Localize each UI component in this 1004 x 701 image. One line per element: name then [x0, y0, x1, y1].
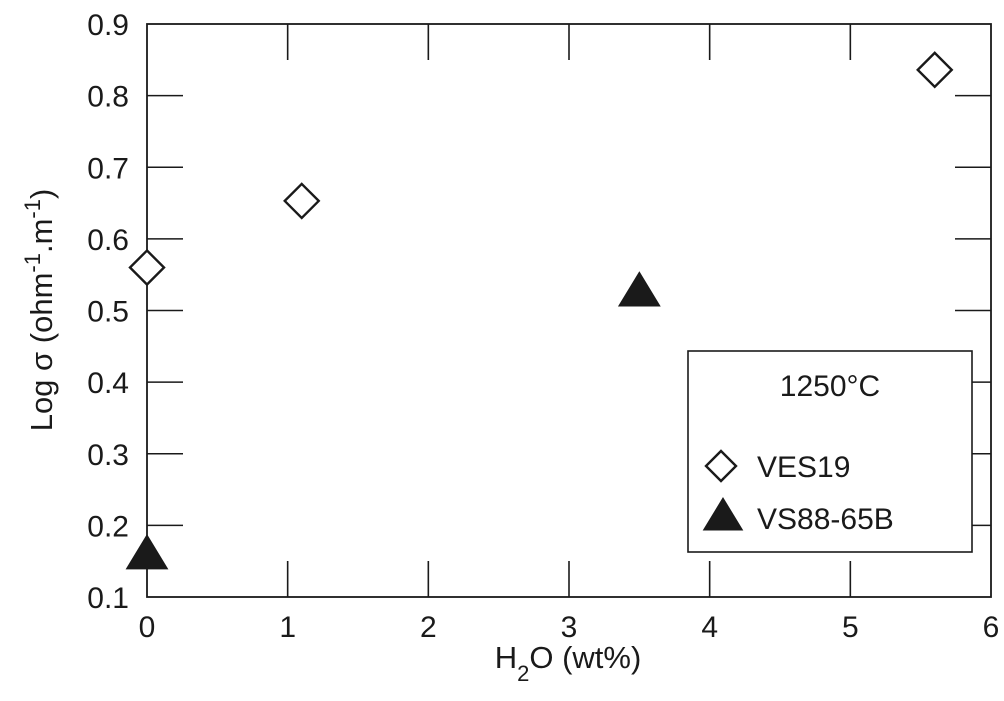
y-tick-label: 0.1: [87, 582, 129, 615]
legend-label: VES19: [757, 451, 850, 484]
data-point-vs88-65b: [617, 271, 661, 307]
y-axis-label-post: ): [24, 189, 59, 199]
x-tick-label: 1: [279, 611, 296, 644]
legend-title: 1250°C: [780, 370, 880, 403]
legend-marker-ves19: [704, 449, 738, 483]
x-axis-label-pre: H: [495, 640, 517, 675]
tick-labels: 0 1 2 3 4 5 6 0.1 0.2 0.3 0.4 0.5 0.6 0.7 0.8 0.9: [87, 9, 999, 644]
y-tick-label: 0.7: [87, 152, 129, 185]
y-tick-label: 0.8: [87, 81, 129, 114]
ticks: [147, 24, 991, 597]
x-axis-label-sub: 2: [517, 661, 529, 686]
data-point-ves19: [128, 248, 166, 287]
x-tick-label: 5: [842, 611, 859, 644]
legend-marker-vs88-65b: [702, 497, 744, 531]
data-point-ves19: [283, 182, 321, 220]
data-point-vs88-65b: [125, 534, 169, 570]
y-tick-label: 0.6: [87, 224, 129, 257]
legend-entries: VES19 VS88-65B: [702, 449, 894, 536]
y-axis-label-sup2: -1: [20, 199, 45, 219]
y-axis-label-pre: Log σ (ohm: [24, 273, 59, 432]
legend: 1250°C VES19 VS88-65B: [687, 350, 973, 553]
x-tick-label: 2: [420, 611, 437, 644]
x-tick-label: 6: [983, 611, 1000, 644]
y-tick-label: 0.3: [87, 439, 129, 472]
y-axis-label-mid: .m: [24, 219, 59, 253]
x-tick-label: 3: [561, 611, 578, 644]
x-axis-label: H2O (wt%): [495, 640, 642, 686]
legend-label: VS88-65B: [757, 503, 894, 536]
x-tick-label: 0: [139, 611, 156, 644]
y-tick-label: 0.4: [87, 367, 129, 400]
y-tick-label: 0.9: [87, 9, 129, 42]
y-axis-label-sup1: -1: [20, 253, 45, 273]
x-axis-label-post: O (wt%): [529, 640, 641, 675]
y-tick-label: 0.5: [87, 296, 129, 329]
y-axis-label: Log σ (ohm-1.m-1): [20, 189, 60, 432]
x-tick-label: 4: [701, 611, 718, 644]
data-point-ves19: [916, 51, 954, 89]
y-tick-label: 0.2: [87, 510, 129, 543]
data-points: [125, 51, 954, 570]
